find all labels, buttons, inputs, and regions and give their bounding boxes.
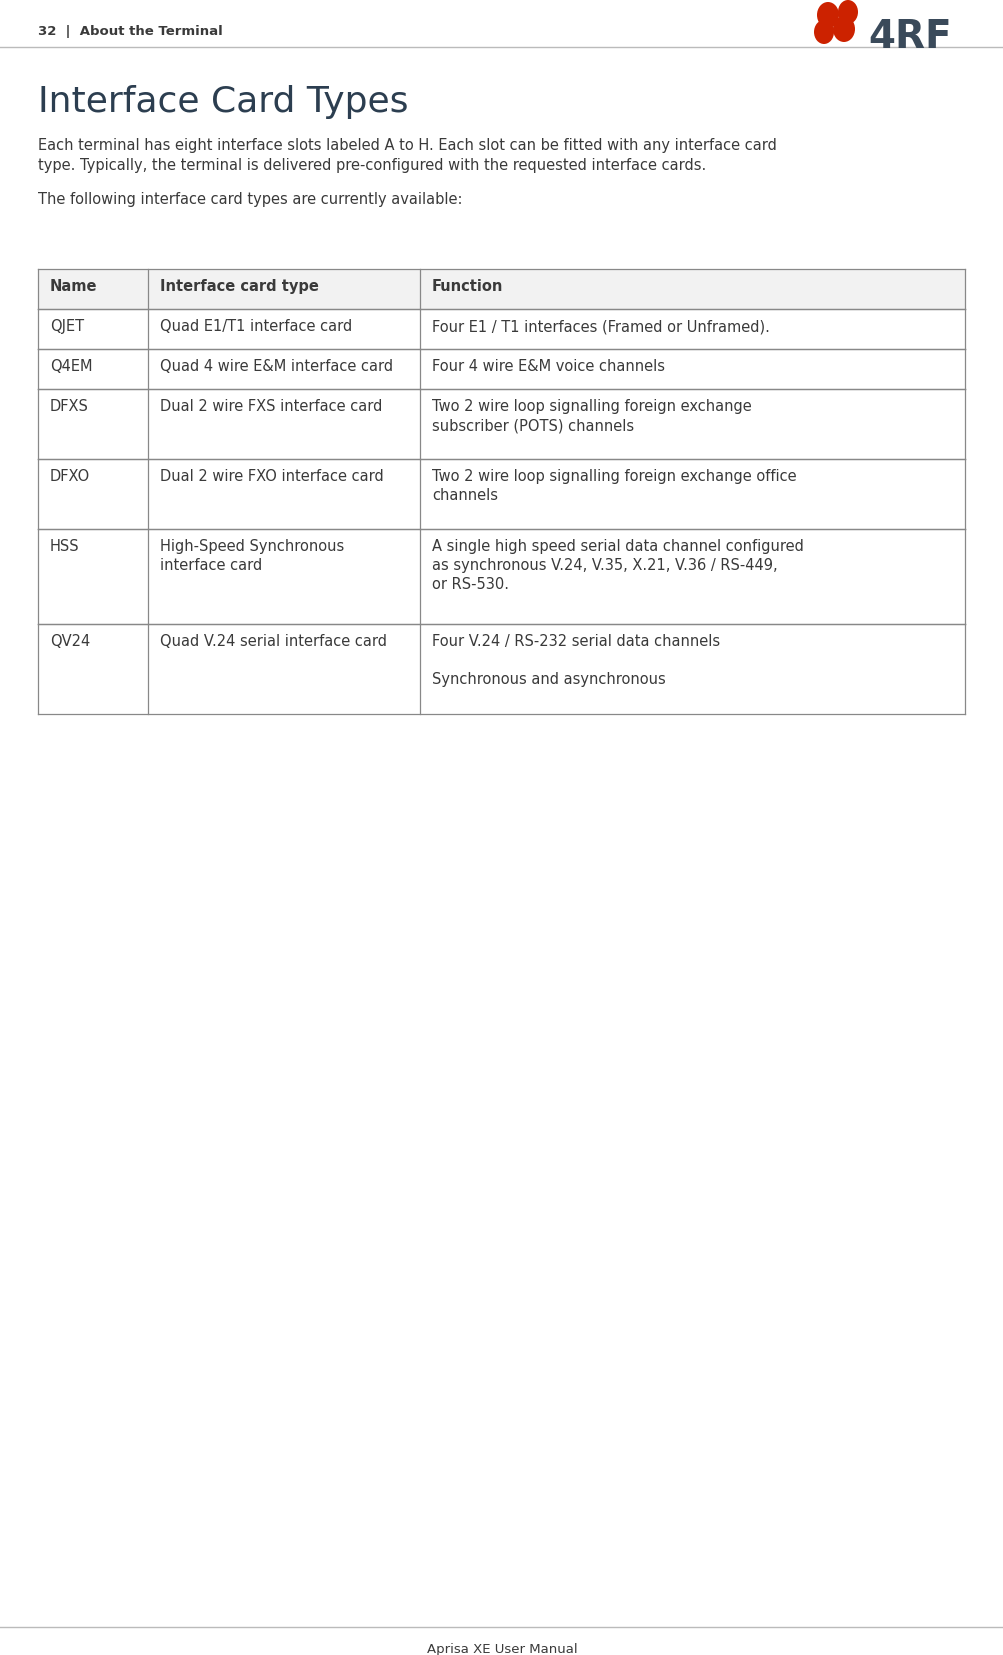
Text: A single high speed serial data channel configured
as synchronous V.24, V.35, X.: A single high speed serial data channel … (431, 538, 803, 592)
Text: Aprisa XE User Manual: Aprisa XE User Manual (426, 1642, 577, 1655)
Text: Two 2 wire loop signalling foreign exchange office
channels: Two 2 wire loop signalling foreign excha… (431, 468, 795, 503)
Text: Interface card type: Interface card type (159, 278, 319, 295)
Text: Quad E1/T1 interface card: Quad E1/T1 interface card (159, 319, 352, 334)
Bar (38, 270, 964, 309)
Text: Four 4 wire E&M voice channels: Four 4 wire E&M voice channels (431, 359, 664, 374)
Text: Name: Name (50, 278, 97, 295)
Text: HSS: HSS (50, 538, 79, 554)
Ellipse shape (838, 2, 858, 25)
Ellipse shape (816, 3, 839, 30)
Text: Interface Card Types: Interface Card Types (38, 84, 408, 119)
Ellipse shape (813, 22, 833, 45)
Text: Quad V.24 serial interface card: Quad V.24 serial interface card (159, 634, 386, 649)
Ellipse shape (832, 17, 855, 43)
Text: Function: Function (431, 278, 503, 295)
Text: Four V.24 / RS-232 serial data channels

Synchronous and asynchronous: Four V.24 / RS-232 serial data channels … (431, 634, 719, 687)
Text: Four E1 / T1 interfaces (Framed or Unframed).: Four E1 / T1 interfaces (Framed or Unfra… (431, 319, 769, 334)
Text: Each terminal has eight interface slots labeled A to H. Each slot can be fitted : Each terminal has eight interface slots … (38, 137, 776, 152)
Text: DFXO: DFXO (50, 468, 90, 483)
Text: Q4EM: Q4EM (50, 359, 92, 374)
Text: QV24: QV24 (50, 634, 90, 649)
Text: The following interface card types are currently available:: The following interface card types are c… (38, 192, 462, 207)
Text: DFXS: DFXS (50, 399, 89, 414)
Text: 4RF: 4RF (868, 18, 951, 56)
Text: High-Speed Synchronous
interface card: High-Speed Synchronous interface card (159, 538, 344, 573)
Text: Dual 2 wire FXO interface card: Dual 2 wire FXO interface card (159, 468, 383, 483)
Text: 32  |  About the Terminal: 32 | About the Terminal (38, 25, 223, 38)
Text: Dual 2 wire FXS interface card: Dual 2 wire FXS interface card (159, 399, 382, 414)
Text: type. Typically, the terminal is delivered pre-configured with the requested int: type. Typically, the terminal is deliver… (38, 157, 705, 172)
Text: QJET: QJET (50, 319, 84, 334)
Text: Quad 4 wire E&M interface card: Quad 4 wire E&M interface card (159, 359, 393, 374)
Text: Two 2 wire loop signalling foreign exchange
subscriber (POTS) channels: Two 2 wire loop signalling foreign excha… (431, 399, 751, 434)
